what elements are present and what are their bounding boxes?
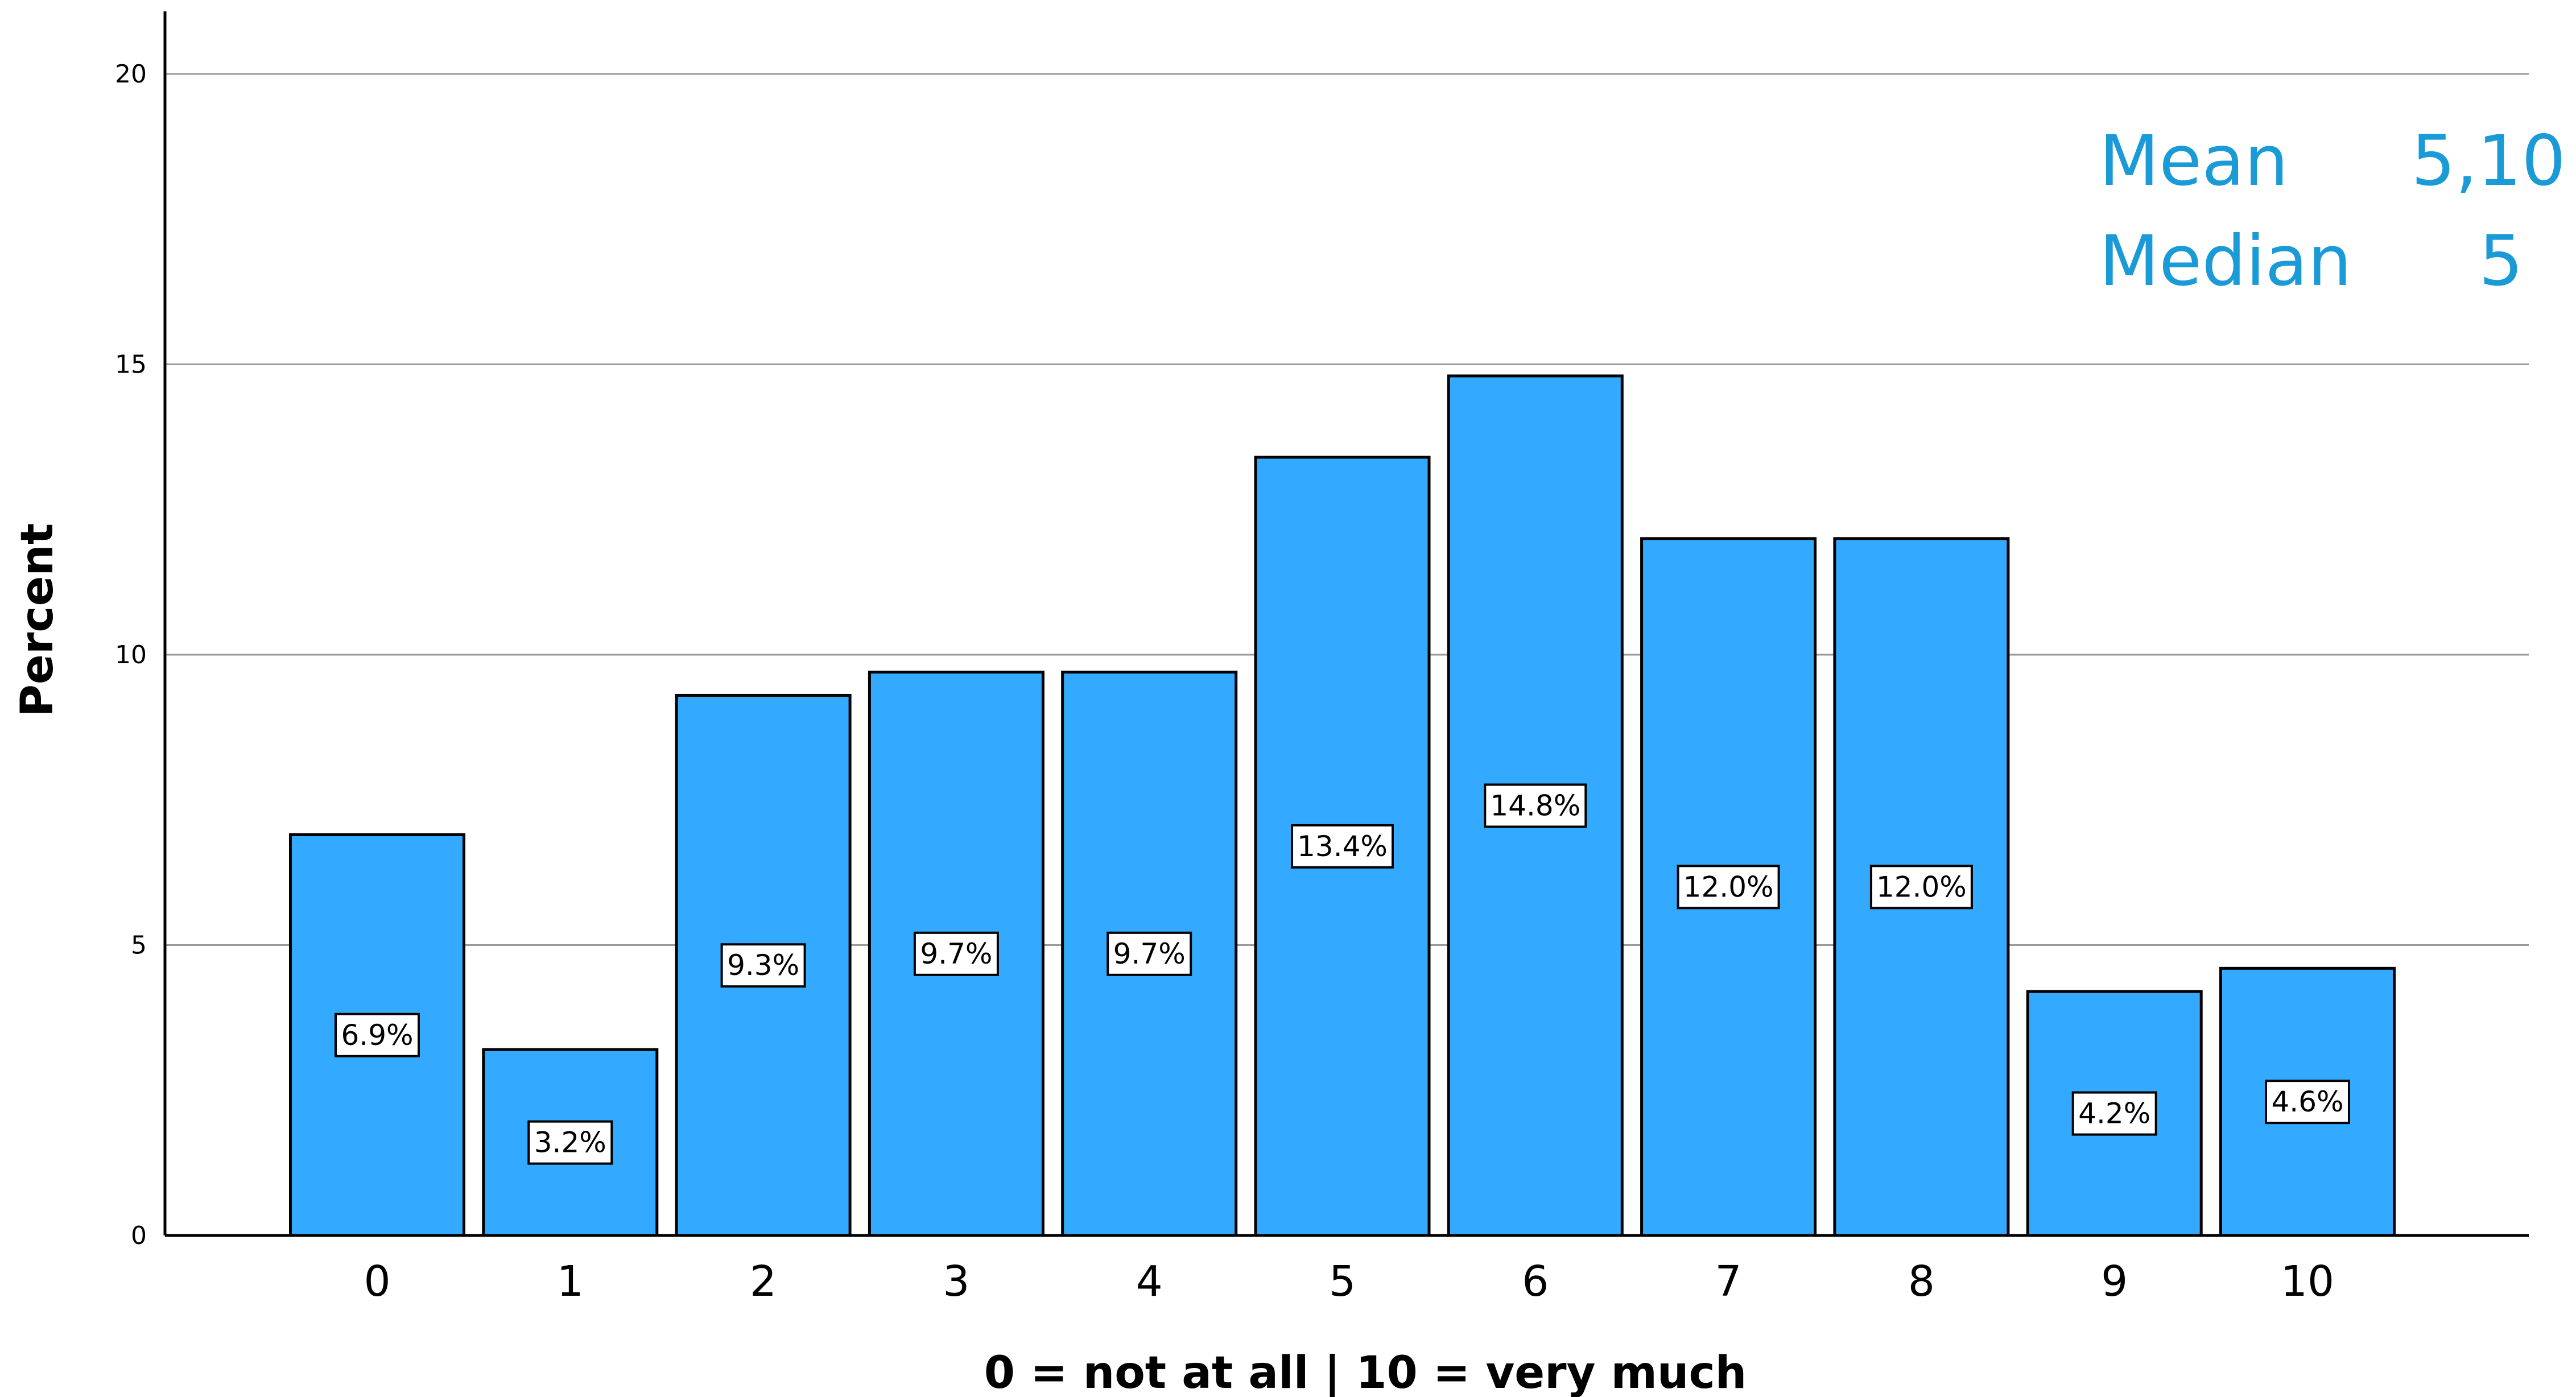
y-tick-labels: 0 5 10 15 20: [115, 60, 147, 1250]
data-label-box: [335, 1012, 420, 1057]
data-label-10: 4.6%: [2265, 1080, 2350, 1125]
data-label-1: 3.2%: [527, 1120, 613, 1165]
x-tick-labels: 0 1 2 3 4 5 6 7 8 9 10: [364, 1257, 2334, 1306]
data-label-text: 9.7%: [920, 937, 992, 970]
data-label-box: [527, 1120, 613, 1165]
x-tick-label: 1: [557, 1257, 584, 1306]
bar-labels: 6.9% 3.2% 9.3% 9.7% 9.7% 13.4% 14.8% 12.0% 12.0%…: [335, 783, 2350, 1165]
median-row: Median 5: [2099, 211, 2566, 311]
data-label-box: [1677, 865, 1780, 910]
median-label: Median: [2099, 221, 2352, 301]
summary-stats: Mean 5,10 Median 5: [2099, 111, 2566, 311]
x-tick-label: 4: [1136, 1257, 1163, 1306]
x-tick-label: 5: [1329, 1257, 1356, 1306]
y-tick-label: 15: [115, 350, 147, 379]
data-label-box: [1291, 824, 1394, 869]
mean-row: Mean 5,10: [2099, 111, 2566, 211]
data-label-text: 12.0%: [1876, 870, 1967, 903]
mean-value: 5,10: [2411, 121, 2566, 201]
y-tick-label: 5: [131, 931, 147, 960]
data-label-0: 6.9%: [335, 1012, 420, 1057]
data-label-4: 9.7%: [1107, 931, 1192, 976]
y-tick-label: 20: [115, 60, 147, 89]
data-label-text: 9.7%: [1113, 937, 1186, 970]
data-label-box: [1869, 865, 1973, 910]
data-label-box: [1484, 783, 1587, 828]
data-label-box: [2071, 1091, 2157, 1136]
x-axis-title: 0 = not at all | 10 = very much: [984, 1348, 1747, 1397]
data-label-box: [2265, 1080, 2350, 1125]
bar-10: [2219, 966, 2396, 1237]
data-label-text: 4.2%: [2078, 1097, 2150, 1130]
x-tick-label: 7: [1715, 1257, 1742, 1306]
data-label-text: 4.6%: [2271, 1085, 2343, 1118]
data-label-7: 12.0%: [1677, 865, 1780, 910]
data-label-box: [720, 943, 806, 988]
data-label-text: 9.3%: [727, 949, 799, 982]
x-tick-label: 0: [364, 1257, 390, 1306]
data-label-text: 13.4%: [1297, 830, 1388, 863]
data-label-3: 9.7%: [913, 931, 999, 976]
axes: [163, 11, 2529, 1237]
mean-label: Mean: [2099, 121, 2289, 201]
y-axis-title: Percent: [12, 523, 63, 717]
median-value: 5: [2479, 221, 2523, 301]
data-label-box: [913, 931, 999, 976]
data-label-5: 13.4%: [1291, 824, 1394, 869]
data-label-2: 9.3%: [720, 943, 806, 988]
data-label-text: 12.0%: [1683, 870, 1774, 903]
data-label-text: 14.8%: [1490, 789, 1580, 822]
x-tick-label: 9: [2101, 1257, 2128, 1306]
x-tick-label: 6: [1522, 1257, 1549, 1306]
data-label-text: 6.9%: [341, 1019, 413, 1052]
x-tick-label: 3: [943, 1257, 969, 1306]
y-tick-label: 10: [115, 640, 147, 669]
data-label-box: [1107, 931, 1192, 976]
x-tick-label: 8: [1908, 1257, 1935, 1306]
data-label-text: 3.2%: [534, 1126, 606, 1159]
x-tick-label: 10: [2281, 1257, 2334, 1306]
data-label-9: 4.2%: [2071, 1091, 2157, 1136]
y-tick-label: 0: [131, 1221, 147, 1250]
data-label-8: 12.0%: [1869, 865, 1973, 910]
data-label-6: 14.8%: [1484, 783, 1587, 828]
x-tick-label: 2: [750, 1257, 777, 1306]
